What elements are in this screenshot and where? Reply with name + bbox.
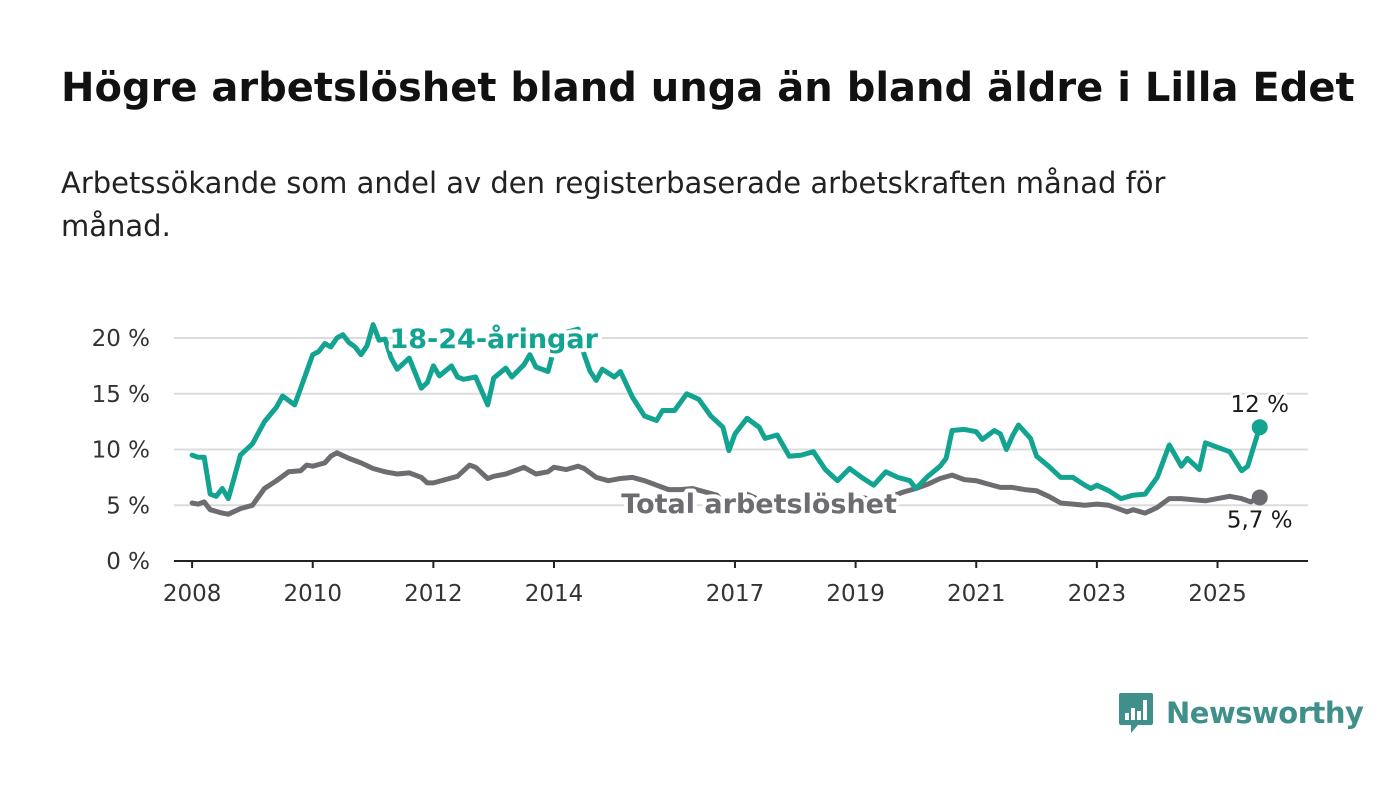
series-line-18-24-ringar [189,322,1263,502]
series-line-total-arbetsl-shet [189,450,1263,517]
y-tick-label: 20 % [92,326,150,352]
series-name-label-18-24-ringar: 18-24-åringar [389,323,598,355]
x-tick-label: 2023 [1068,581,1127,607]
axes: 0 % 5 % 10 % 15 % 20 % 2008 2010 2012 2014 2017 20… [92,326,1308,607]
series-lines [189,322,1268,517]
series-endpoint-18-24-ringar [1251,419,1268,436]
series-name-label-total-arbetsl-shet: Total arbetslöshet [621,489,897,520]
newsworthy-logo-icon [1119,693,1153,733]
chart-subtitle: Arbetssökande som andel av den registerb… [61,166,1166,243]
chart-title: Högre arbetslöshet bland unga än bland ä… [61,65,1355,111]
series-endpoint-total-arbetsl-shet [1251,489,1268,506]
series-labels: 5,7 % Total arbetslöshet 12 % 18-24-åringar [385,319,1295,536]
y-tick-label: 5 % [106,493,150,519]
x-tick-label: 2014 [525,581,584,607]
grid-lines [174,337,1308,507]
newsworthy-logo: Newsworthy [1118,690,1364,736]
series-end-label-total-arbetsl-shet: 5,7 % [1227,507,1293,533]
x-tick-label: 2017 [706,581,765,607]
x-tick-label: 2021 [947,581,1006,607]
x-tick-label: 2008 [163,581,222,607]
y-tick-label: 10 % [92,438,150,464]
y-tick-label: 0 % [106,549,150,575]
y-tick-label: 15 % [92,382,150,408]
series-end-label-18-24-ringar: 12 % [1231,392,1289,418]
x-tick-label: 2019 [826,581,885,607]
x-tick-label: 2010 [283,581,342,607]
x-tick-label: 2012 [404,581,463,607]
brand-name: Newsworthy [1166,696,1364,730]
x-tick-label: 2025 [1188,581,1247,607]
